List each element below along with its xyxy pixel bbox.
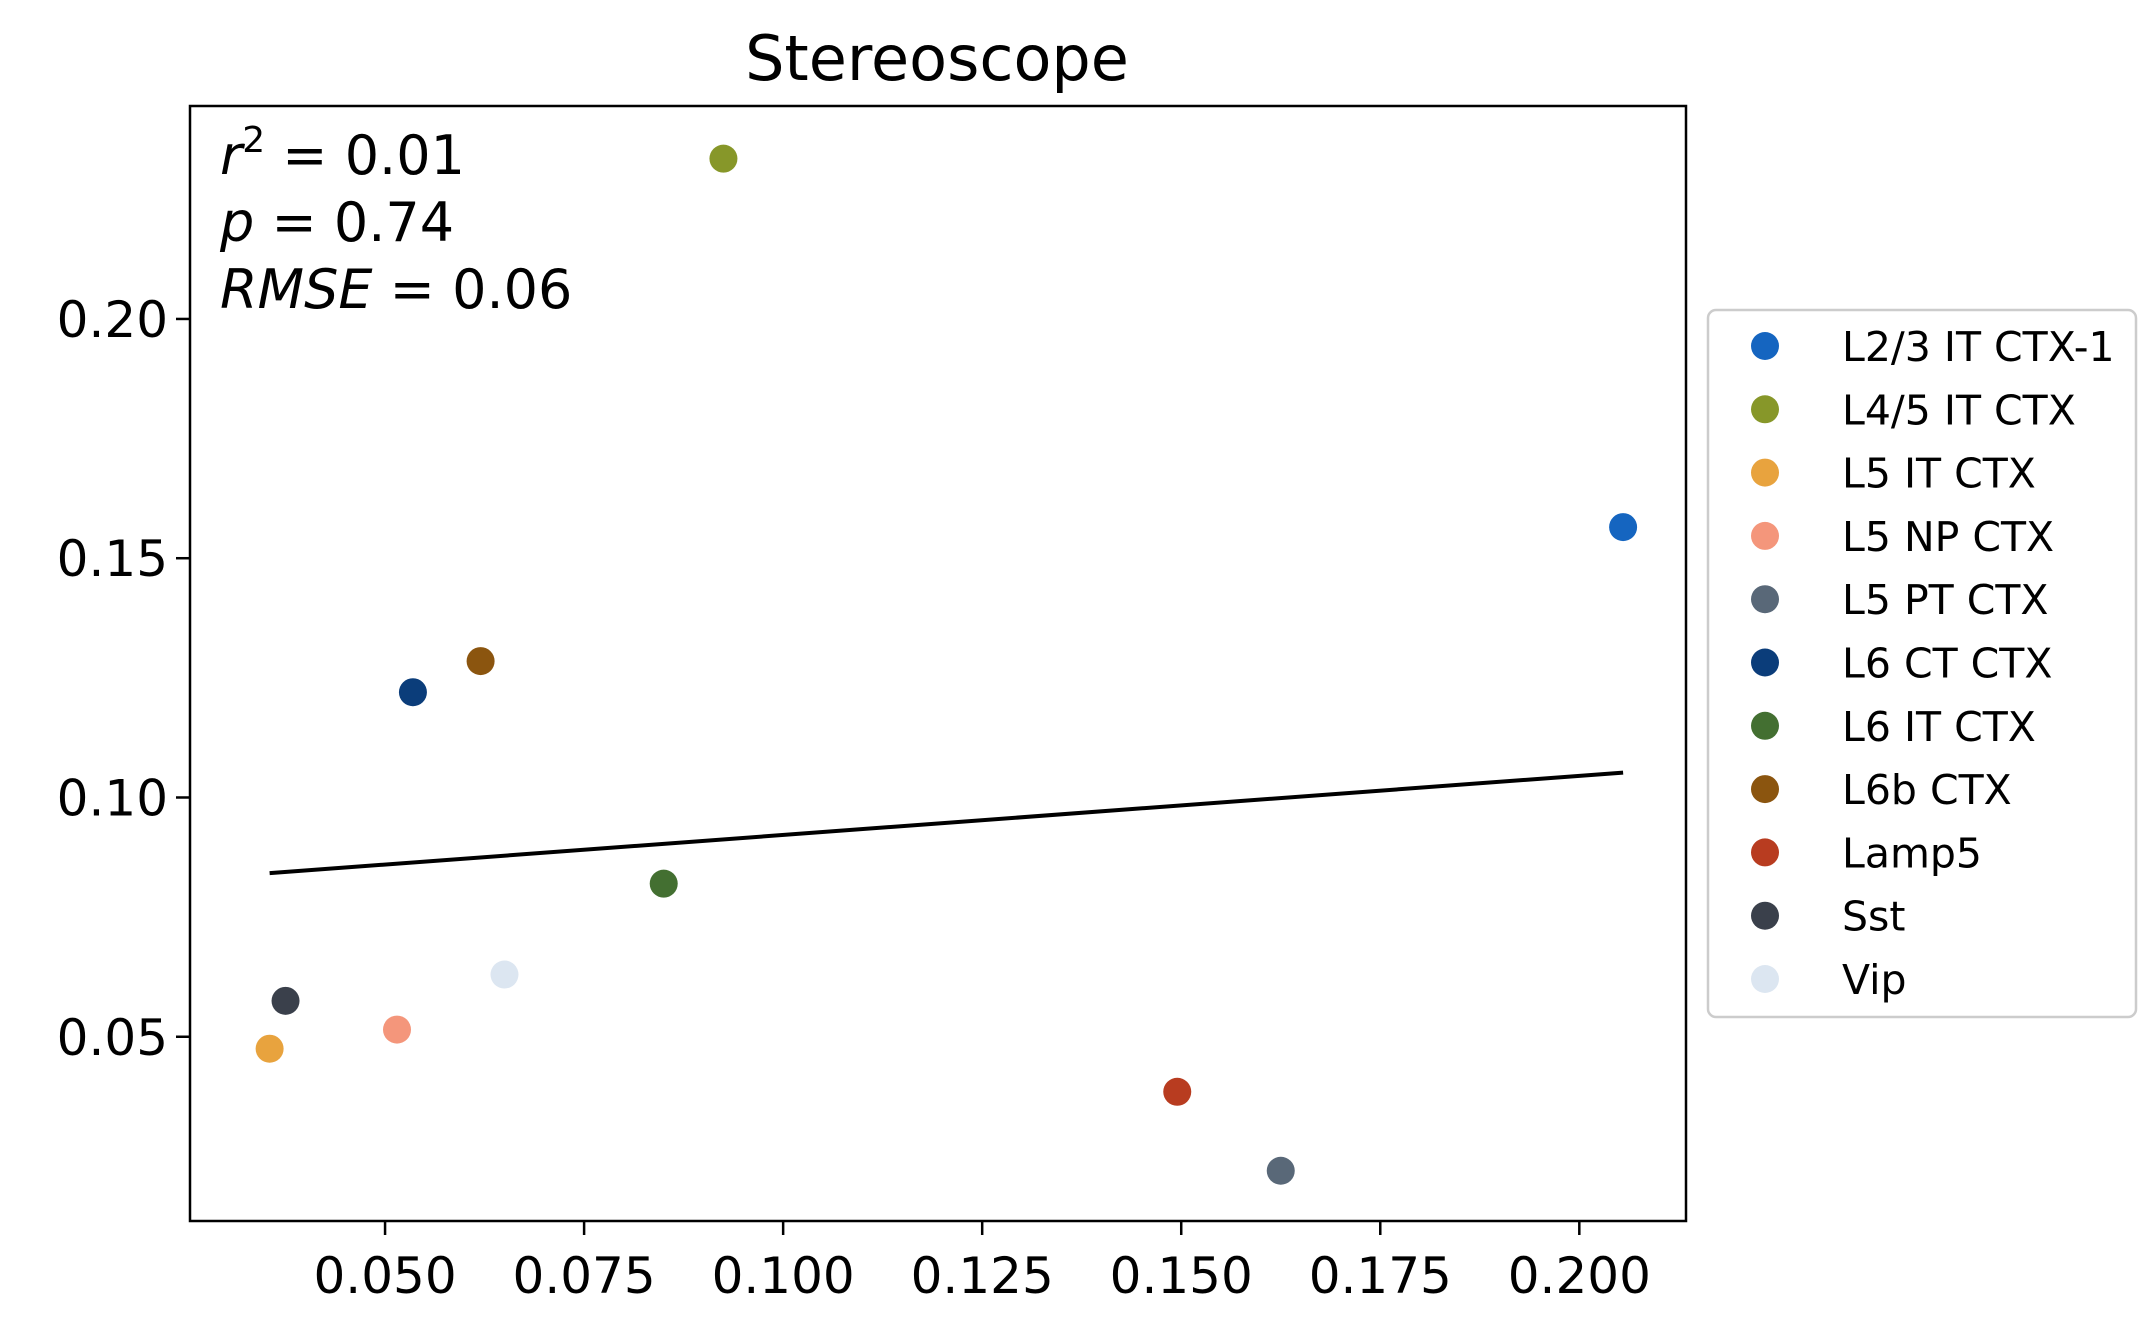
legend: L2/3 IT CTX-1 L4/5 IT CTX L5 IT CTX L5 NP C… bbox=[1706, 308, 2138, 1019]
legend-marker bbox=[1751, 521, 1779, 550]
data-point bbox=[709, 144, 738, 173]
plot-area-frame bbox=[188, 104, 1688, 1223]
legend-label: L5 PT CTX bbox=[1842, 576, 2049, 624]
data-point bbox=[1266, 1156, 1295, 1185]
legend-label: L4/5 IT CTX bbox=[1842, 386, 2076, 434]
legend-label: L6 IT CTX bbox=[1842, 703, 2036, 751]
legend-marker bbox=[1751, 711, 1779, 740]
y-tick-label: 0.20 bbox=[57, 291, 168, 349]
legend-marker bbox=[1751, 901, 1779, 930]
data-point bbox=[383, 1015, 412, 1044]
y-axis: 0.05 0.10 0.15 0.20 bbox=[57, 291, 190, 1067]
legend-marker bbox=[1751, 585, 1779, 614]
x-tick-label: 0.125 bbox=[911, 1247, 1054, 1305]
r-squared-stat: r2 = 0.01 bbox=[220, 120, 465, 187]
y-tick-label: 0.05 bbox=[57, 1009, 168, 1067]
rmse-stat: RMSE = 0.06 bbox=[220, 258, 572, 321]
x-axis: 0.050 0.075 0.100 0.125 0.150 0.175 0.200 bbox=[313, 1221, 1651, 1305]
data-point bbox=[490, 960, 519, 989]
legend-marker bbox=[1751, 648, 1779, 677]
x-tick-label: 0.175 bbox=[1309, 1247, 1452, 1305]
regression-line bbox=[269, 770, 1624, 876]
x-tick-label: 0.075 bbox=[513, 1247, 656, 1305]
legend-marker bbox=[1751, 775, 1779, 804]
chart-title: Stereoscope bbox=[745, 22, 1129, 95]
legend-frame bbox=[1706, 308, 2138, 1019]
x-tick-label: 0.150 bbox=[1110, 1247, 1253, 1305]
data-point bbox=[255, 1034, 284, 1063]
legend-label: L2/3 IT CTX-1 bbox=[1842, 323, 2115, 371]
legend-label: Lamp5 bbox=[1842, 829, 1982, 877]
regression-line-layer bbox=[269, 770, 1624, 876]
legend-label: L5 NP CTX bbox=[1842, 513, 2054, 561]
p-value-stat: p = 0.74 bbox=[219, 191, 454, 254]
legend-items: L2/3 IT CTX-1 L4/5 IT CTX L5 IT CTX L5 NP C… bbox=[1751, 323, 2115, 1004]
legend-label: Vip bbox=[1842, 956, 1907, 1004]
y-tick-label: 0.10 bbox=[57, 769, 168, 827]
legend-marker bbox=[1751, 965, 1779, 993]
data-point bbox=[398, 678, 427, 707]
legend-label: L6b CTX bbox=[1842, 766, 2012, 814]
data-point bbox=[1163, 1077, 1192, 1106]
legend-marker bbox=[1751, 458, 1779, 487]
y-tick-label: 0.15 bbox=[57, 530, 168, 588]
stats-annotation: r2 = 0.01 p = 0.74 RMSE = 0.06 bbox=[219, 120, 572, 321]
legend-marker bbox=[1751, 332, 1779, 360]
x-tick-label: 0.200 bbox=[1508, 1247, 1651, 1305]
legend-label: L6 CT CTX bbox=[1842, 640, 2052, 688]
x-tick-label: 0.050 bbox=[313, 1247, 456, 1305]
legend-label: L5 IT CTX bbox=[1842, 450, 2036, 498]
data-point bbox=[466, 647, 495, 676]
legend-label: Sst bbox=[1842, 893, 1905, 941]
data-point bbox=[271, 986, 300, 1015]
legend-marker bbox=[1751, 838, 1779, 867]
x-tick-label: 0.100 bbox=[712, 1247, 855, 1305]
legend-marker bbox=[1751, 395, 1779, 424]
data-point bbox=[1609, 513, 1638, 542]
data-point bbox=[649, 869, 678, 898]
data-points-layer bbox=[255, 144, 1638, 1185]
